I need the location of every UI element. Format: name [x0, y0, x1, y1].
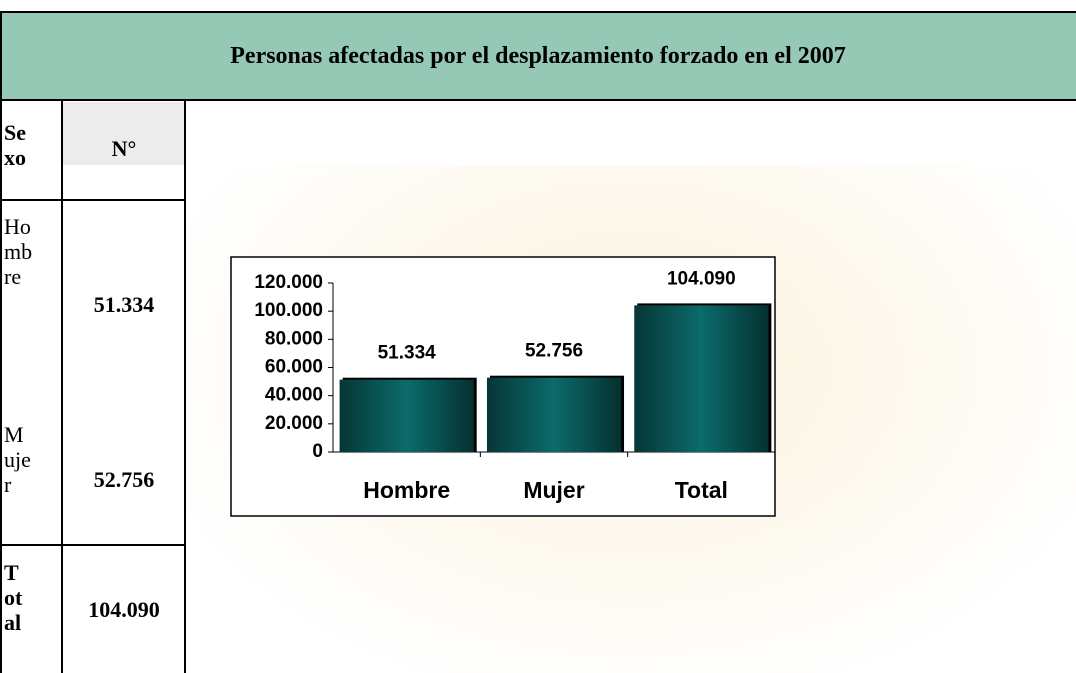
x-tick-label: Mujer: [523, 477, 584, 503]
y-tick-label: 0: [312, 441, 323, 462]
cell: 52.756: [64, 467, 184, 493]
border: [0, 199, 186, 201]
cell: Hombre: [4, 214, 34, 289]
y-tick-label: 60.000: [265, 357, 323, 378]
bar-shading: [487, 378, 621, 452]
border: [61, 99, 63, 673]
y-tick-label: 20.000: [265, 413, 323, 434]
bar-shading: [634, 305, 768, 452]
border: [184, 99, 186, 673]
border: [0, 544, 186, 546]
y-tick-label: 120.000: [254, 272, 323, 293]
total-cell: Total: [4, 560, 26, 635]
y-tick-label: 80.000: [265, 328, 323, 349]
border: [0, 11, 1076, 13]
chart: 0 20.000 40.000 60.000 80.000 100.000 120.000 H…: [230, 256, 776, 517]
x-tick-label: Total: [675, 477, 728, 503]
cell: 51.334: [64, 292, 184, 318]
x-tick-label: Hombre: [363, 477, 450, 503]
total-cell: 104.090: [64, 597, 184, 623]
page: Personas afectadas por el desplazamiento…: [0, 0, 1076, 673]
y-tick-label: 40.000: [265, 385, 323, 406]
header-cell: N°: [64, 136, 184, 162]
border: [0, 11, 2, 673]
border: [0, 99, 1076, 101]
header-cell: Sexo: [4, 120, 34, 170]
bar-shading: [340, 380, 474, 452]
value-label: 52.756: [525, 341, 583, 362]
value-label: 104.090: [667, 268, 736, 289]
cell: Mujer: [4, 422, 34, 497]
y-tick-label: 100.000: [254, 300, 323, 321]
title: Personas afectadas por el desplazamiento…: [0, 12, 1076, 100]
value-label: 51.334: [378, 343, 437, 364]
